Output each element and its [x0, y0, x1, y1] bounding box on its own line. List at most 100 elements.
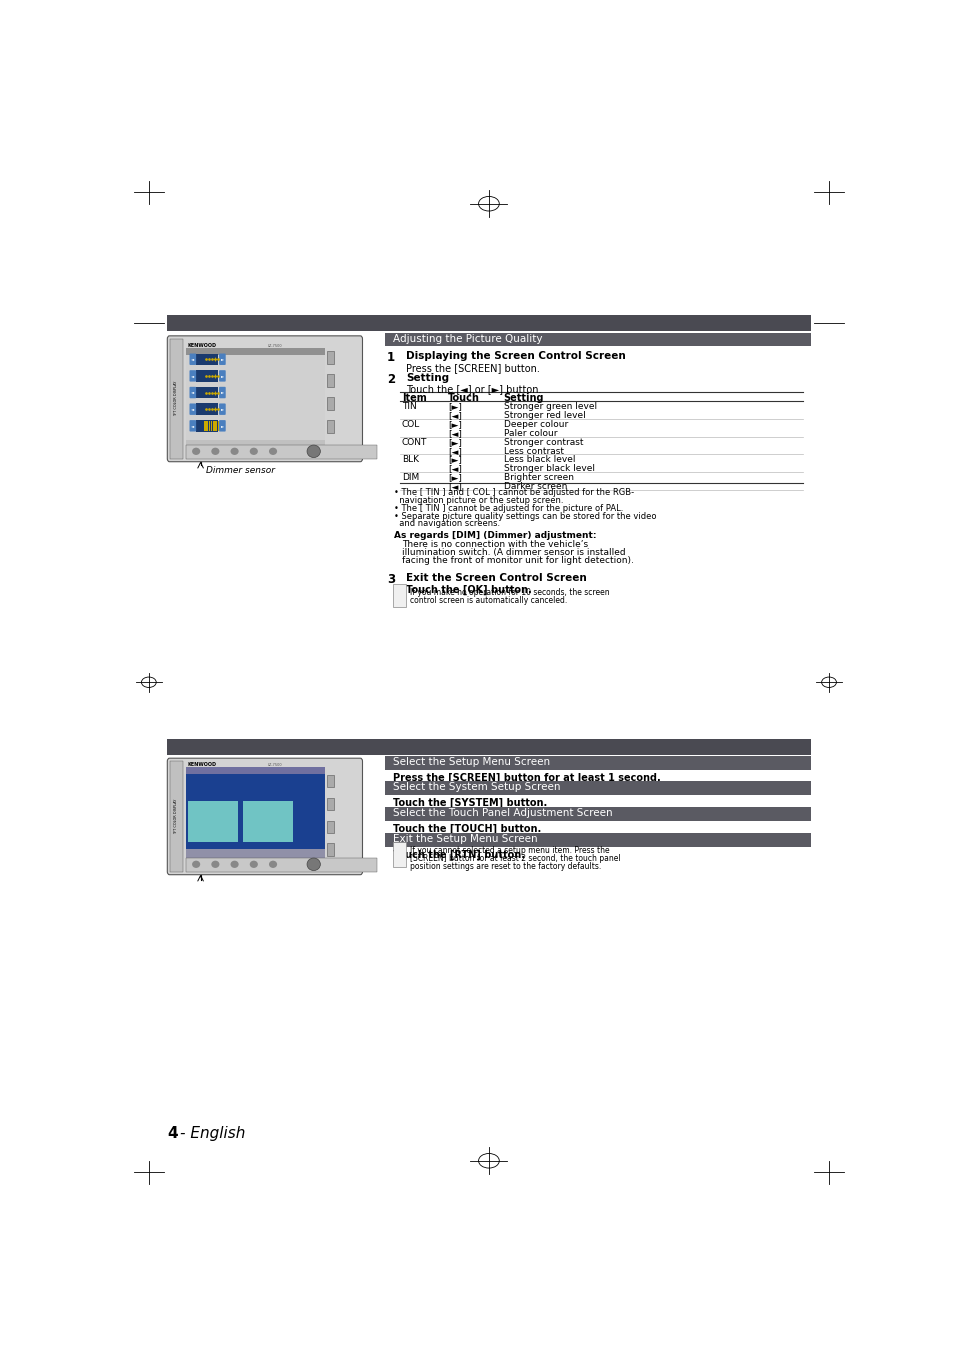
- Bar: [196, 370, 218, 381]
- FancyBboxPatch shape: [190, 354, 196, 365]
- Text: • The [ TIN ] and [ COL ] cannot be adjusted for the RGB-: • The [ TIN ] and [ COL ] cannot be adju…: [394, 488, 634, 497]
- FancyBboxPatch shape: [190, 386, 196, 399]
- Text: control screen is automatically canceled.: control screen is automatically canceled…: [410, 596, 566, 605]
- Ellipse shape: [269, 861, 276, 867]
- Text: Select the Touch Panel Adjustment Screen: Select the Touch Panel Adjustment Screen: [393, 808, 612, 819]
- Text: position settings are reset to the factory defaults.: position settings are reset to the facto…: [410, 862, 600, 871]
- FancyBboxPatch shape: [219, 420, 226, 431]
- Text: ►: ►: [220, 357, 224, 361]
- Text: Less contrast: Less contrast: [503, 447, 563, 455]
- Text: [◄]: [◄]: [448, 482, 461, 490]
- Text: Touch the [SYSTEM] button.: Touch the [SYSTEM] button.: [393, 797, 546, 808]
- Bar: [209, 422, 210, 431]
- Text: Touch: Touch: [448, 393, 479, 403]
- Text: Press the [SCREEN] button for at least 1 second.: Press the [SCREEN] button for at least 1…: [393, 773, 659, 784]
- Text: Displaying the Screen Control Screen: Displaying the Screen Control Screen: [406, 351, 625, 362]
- Text: [◄]: [◄]: [448, 411, 461, 420]
- Ellipse shape: [250, 447, 257, 455]
- Text: Darker screen: Darker screen: [503, 482, 566, 490]
- Text: Exit the Screen Control Screen: Exit the Screen Control Screen: [406, 573, 586, 584]
- Bar: [215, 422, 216, 431]
- Text: If you cannot selected a setup menu item. Press the: If you cannot selected a setup menu item…: [410, 846, 609, 855]
- Text: [◄]: [◄]: [448, 447, 461, 455]
- FancyBboxPatch shape: [190, 370, 196, 381]
- FancyBboxPatch shape: [219, 404, 226, 415]
- Text: KENWOOD: KENWOOD: [187, 343, 216, 349]
- Ellipse shape: [231, 861, 238, 867]
- Bar: [385, 781, 810, 794]
- Ellipse shape: [211, 447, 219, 455]
- Bar: [186, 766, 324, 774]
- Text: If you make no operation for 10 seconds, the screen: If you make no operation for 10 seconds,…: [410, 588, 609, 597]
- Text: and navigation screens.: and navigation screens.: [394, 519, 500, 528]
- Ellipse shape: [211, 861, 219, 867]
- Bar: [196, 420, 218, 431]
- Bar: [385, 807, 810, 820]
- Ellipse shape: [307, 858, 320, 870]
- Text: 4: 4: [167, 1127, 178, 1142]
- Bar: [393, 843, 406, 867]
- Text: ◄: ◄: [191, 424, 194, 428]
- Bar: [213, 422, 214, 431]
- Text: ◄: ◄: [191, 390, 194, 394]
- Bar: [206, 422, 208, 431]
- Text: ◄: ◄: [191, 374, 194, 378]
- Text: Stronger green level: Stronger green level: [503, 403, 597, 412]
- Bar: [327, 374, 335, 386]
- Text: Deeper colour: Deeper colour: [503, 420, 567, 430]
- Text: LZ-7500: LZ-7500: [267, 345, 282, 349]
- Text: 1: 1: [387, 351, 395, 365]
- Ellipse shape: [269, 447, 276, 455]
- Bar: [186, 444, 376, 458]
- FancyBboxPatch shape: [219, 386, 226, 399]
- Text: Touch the [TOUCH] button.: Touch the [TOUCH] button.: [393, 824, 540, 834]
- Ellipse shape: [192, 861, 200, 867]
- Bar: [327, 397, 335, 409]
- Text: [►]: [►]: [448, 473, 461, 482]
- Text: TFT COLOR DISPLAY: TFT COLOR DISPLAY: [174, 798, 178, 834]
- Text: Item: Item: [401, 393, 426, 403]
- Bar: [186, 354, 324, 443]
- Bar: [186, 440, 324, 450]
- Text: ►: ►: [220, 424, 224, 428]
- Text: Adjusting the Picture Quality: Adjusting the Picture Quality: [393, 334, 541, 345]
- FancyBboxPatch shape: [167, 336, 362, 462]
- Text: Press the [SCREEN] button.: Press the [SCREEN] button.: [406, 363, 539, 373]
- Text: COL: COL: [401, 420, 419, 430]
- Text: LZ-7500: LZ-7500: [267, 762, 282, 766]
- Text: ◄: ◄: [191, 407, 194, 411]
- Bar: [186, 349, 324, 354]
- Ellipse shape: [192, 447, 200, 455]
- Text: Touch the [RTN] button.: Touch the [RTN] button.: [393, 850, 524, 861]
- FancyBboxPatch shape: [190, 404, 196, 415]
- Bar: [327, 351, 335, 363]
- Bar: [327, 420, 335, 432]
- Text: illumination switch. (A dimmer sensor is installed: illumination switch. (A dimmer sensor is…: [401, 549, 624, 557]
- Bar: [167, 739, 810, 755]
- FancyBboxPatch shape: [219, 370, 226, 381]
- Bar: [196, 354, 218, 365]
- Bar: [186, 770, 324, 862]
- Bar: [385, 332, 810, 346]
- Bar: [196, 404, 218, 415]
- Text: Less black level: Less black level: [503, 455, 575, 465]
- FancyBboxPatch shape: [167, 758, 362, 874]
- Text: Setup Menu Screen is displayed.: Setup Menu Screen is displayed.: [393, 784, 552, 793]
- Bar: [186, 858, 376, 871]
- Bar: [170, 339, 183, 458]
- Text: 3: 3: [387, 573, 395, 586]
- Text: DIM: DIM: [401, 473, 418, 482]
- Bar: [188, 801, 238, 843]
- Text: As regards [DIM] (Dimmer) adjustment:: As regards [DIM] (Dimmer) adjustment:: [394, 531, 597, 540]
- Text: [►]: [►]: [448, 438, 461, 447]
- Bar: [327, 843, 335, 857]
- Bar: [327, 797, 335, 811]
- Text: ►: ►: [220, 390, 224, 394]
- Ellipse shape: [250, 861, 257, 867]
- Ellipse shape: [231, 447, 238, 455]
- Text: ►: ►: [220, 374, 224, 378]
- Bar: [242, 801, 293, 843]
- Text: ◄: ◄: [191, 357, 194, 361]
- Bar: [167, 315, 810, 331]
- Text: Dimmer sensor: Dimmer sensor: [206, 466, 275, 476]
